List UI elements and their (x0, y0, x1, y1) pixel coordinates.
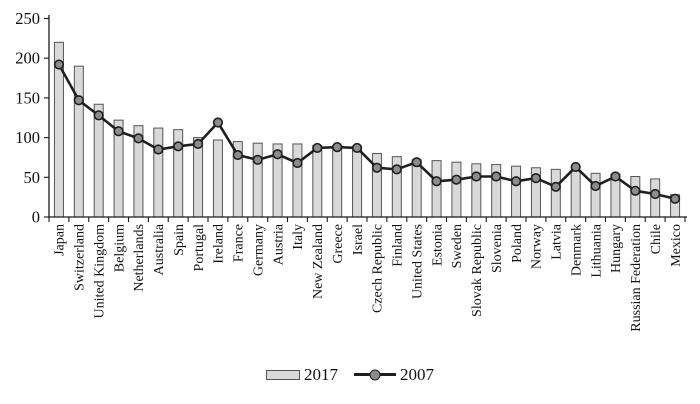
bar-new-zealand (312, 145, 323, 218)
x-label-finland: Finland (391, 224, 406, 267)
marker-japan (53, 59, 65, 70)
x-label-russian-federation: Russian Federation (629, 224, 644, 332)
x-label-netherlands: Netherlands (132, 224, 147, 292)
legend-bar-swatch-icon (266, 369, 300, 380)
marker-hungary (610, 171, 621, 182)
marker-slovak-republic (471, 171, 482, 182)
legend-line-swatch-icon (354, 369, 396, 380)
y-tick-label: 250 (15, 9, 40, 28)
x-label-austria: Austria (271, 223, 286, 265)
x-label-slovenia: Slovenia (490, 223, 505, 273)
x-label-germany: Germany (251, 224, 266, 276)
marker-estonia (431, 176, 442, 187)
marker-lithuania (590, 180, 601, 192)
legend-label-2017: 2017 (304, 365, 338, 384)
legend-item-2017: 2017 (266, 366, 338, 383)
y-tick-label: 0 (32, 208, 40, 227)
marker-czech-republic (371, 162, 383, 173)
bar-russian-federation (630, 176, 641, 218)
chart-legend: 2017 2007 (0, 366, 700, 383)
bar-line-chart: 0 50 100 150 200 250 Japan Switzerland United Ki… (15, 9, 687, 332)
x-label-slovak-republic: Slovak Republic (470, 224, 485, 317)
x-label-estonia: Estonia (430, 223, 445, 266)
x-label-australia: Australia (152, 223, 167, 275)
legend-marker-dot-icon (369, 369, 381, 380)
marker-france (232, 149, 243, 161)
x-label-united-states: United States (410, 224, 425, 299)
bar-lithuania (590, 172, 601, 218)
x-label-portugal: Portugal (192, 224, 207, 272)
x-label-greece: Greece (331, 224, 346, 264)
legend-label-2007: 2007 (400, 365, 434, 384)
x-label-sweden: Sweden (450, 224, 465, 268)
marker-israel (351, 142, 363, 154)
marker-portugal (192, 138, 204, 150)
marker-italy (292, 157, 303, 169)
x-label-czech-republic: Czech Republic (371, 224, 386, 313)
legend-item-2007: 2007 (354, 366, 434, 383)
marker-latvia (550, 181, 561, 192)
line-series-2007 (57, 63, 676, 201)
x-label-chile: Chile (649, 224, 664, 254)
bar-australia (153, 127, 164, 218)
x-label-hungary: Hungary (609, 224, 624, 273)
bar-denmark (570, 170, 581, 218)
x-label-israel: Israel (351, 224, 366, 255)
x-label-japan: Japan (53, 224, 68, 256)
bar-latvia (550, 168, 561, 218)
marker-sweden (451, 174, 462, 185)
marker-greece (332, 142, 343, 153)
bar-united-kingdom (93, 103, 104, 218)
y-tick-label: 100 (15, 128, 40, 147)
marker-belgium (113, 126, 124, 137)
x-label-mexico: Mexico (669, 224, 684, 267)
bar-ireland (212, 139, 223, 218)
marker-norway (530, 172, 542, 184)
bar-israel (352, 145, 363, 218)
x-label-france: France (232, 224, 247, 262)
marker-netherlands (133, 133, 144, 144)
marker-austria (272, 149, 283, 160)
x-label-lithuania: Lithuania (589, 223, 604, 277)
x-label-latvia: Latvia (550, 223, 565, 260)
marker-chile (650, 188, 661, 200)
bar-germany (252, 142, 263, 218)
marker-new-zealand (312, 142, 323, 154)
bar-italy (292, 143, 303, 218)
bar-greece (332, 145, 343, 218)
marker-ireland (212, 117, 224, 128)
x-label-new-zealand: New Zealand (311, 224, 326, 299)
marker-finland (391, 164, 402, 175)
marker-united-kingdom (93, 110, 104, 121)
y-tick-label: 150 (15, 88, 40, 107)
marker-united-states (411, 157, 422, 168)
marker-mexico (669, 193, 681, 204)
x-label-ireland: Ireland (212, 224, 227, 264)
bar-poland (511, 165, 522, 218)
marker-denmark (570, 161, 581, 173)
bar-switzerland (73, 65, 84, 218)
y-tick-label: 50 (24, 168, 41, 187)
x-label-norway: Norway (530, 224, 545, 269)
y-tick-label: 200 (15, 49, 40, 68)
marker-australia (153, 144, 164, 155)
marker-poland (510, 176, 522, 187)
x-label-spain: Spain (172, 224, 187, 256)
x-label-denmark: Denmark (569, 224, 584, 276)
marker-switzerland (73, 95, 84, 106)
bar-united-states (411, 159, 422, 218)
marker-spain (173, 141, 184, 152)
x-label-italy: Italy (291, 224, 306, 250)
marker-slovenia (491, 171, 502, 182)
x-label-switzerland: Switzerland (73, 224, 88, 291)
bar-portugal (193, 137, 204, 218)
x-label-poland: Poland (510, 224, 525, 263)
bar-sweden (451, 161, 462, 218)
x-label-united-kingdom: United Kingdom (92, 224, 107, 319)
marker-germany (252, 154, 263, 165)
marker-russian-federation (630, 185, 641, 196)
bar-estonia (431, 160, 442, 218)
x-label-belgium: Belgium (112, 224, 127, 272)
